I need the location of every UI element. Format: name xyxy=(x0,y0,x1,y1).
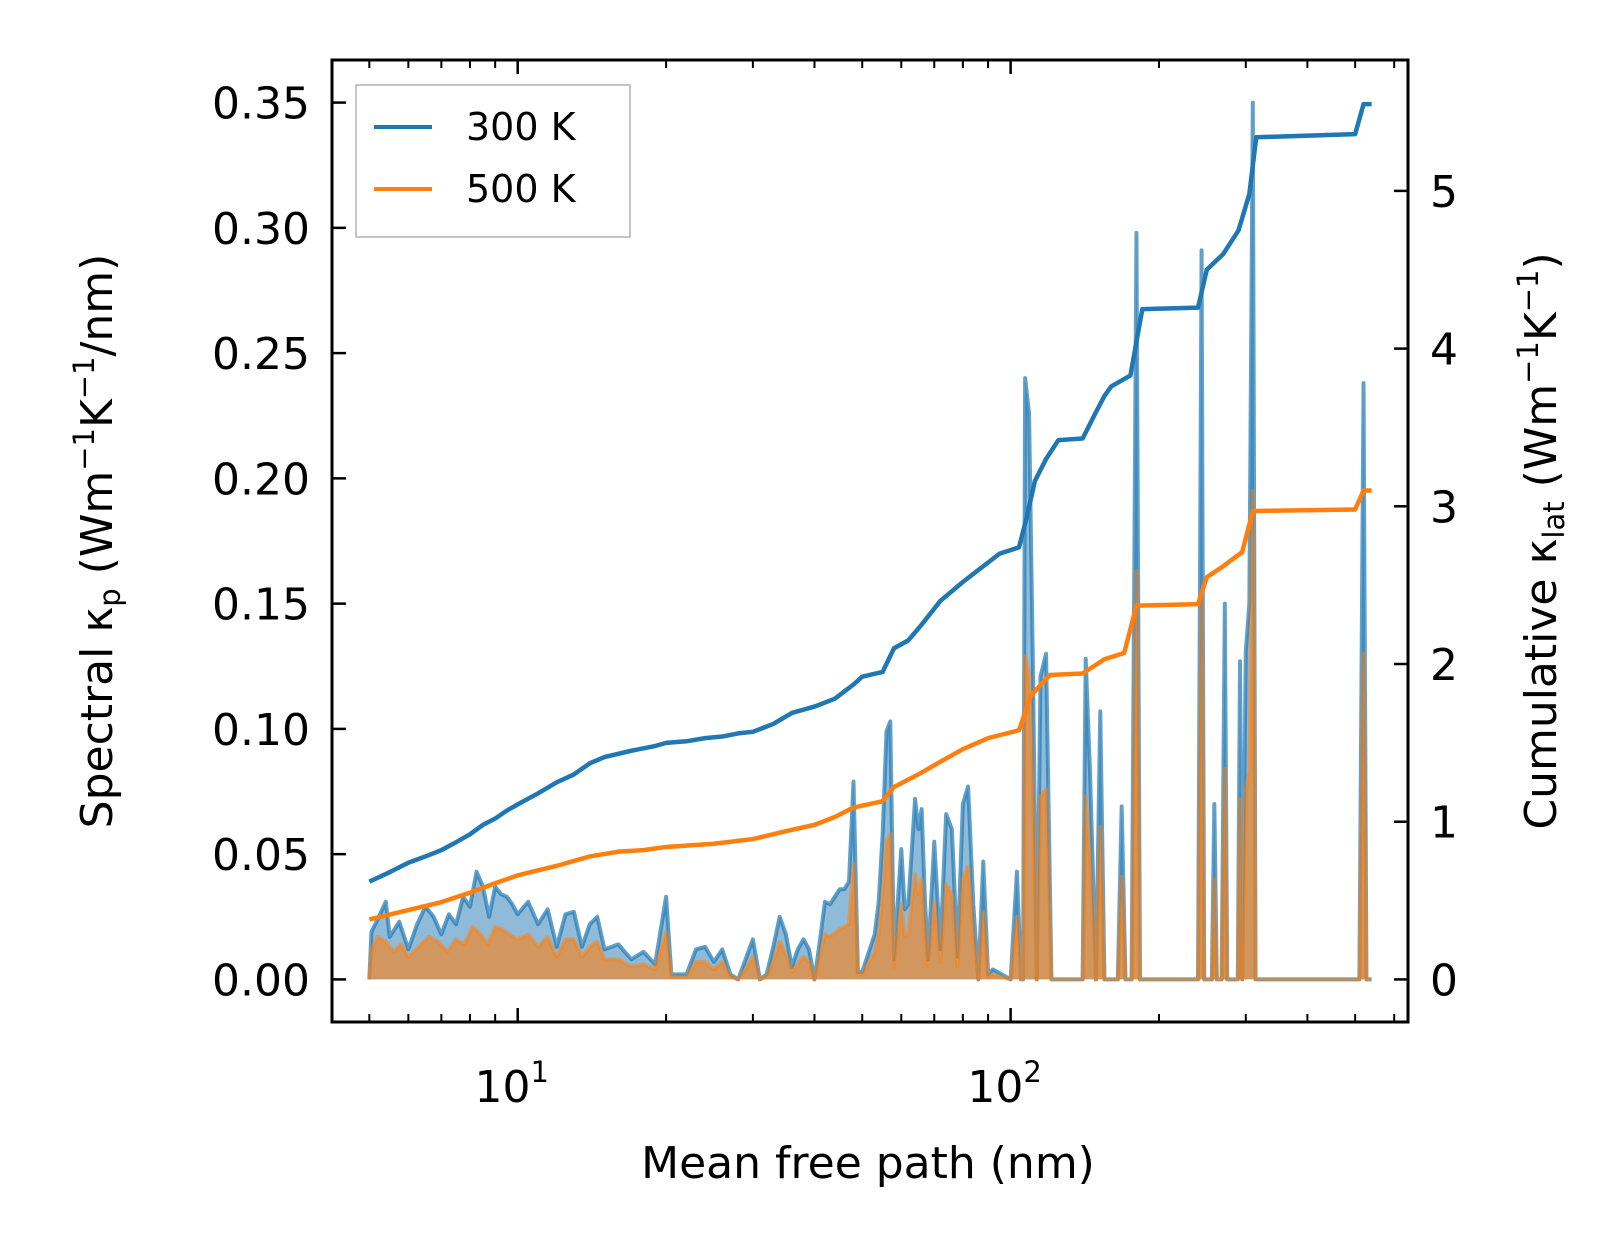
plot-frame xyxy=(330,58,1410,1024)
cumulative-line-300k xyxy=(368,101,1372,884)
y-right-tick-label: 1 xyxy=(1430,798,1458,849)
y-axis-label-left: Spectral κp (Wm−1K−1/nm) xyxy=(67,254,127,829)
y-left-tick-label: 0.20 xyxy=(212,454,310,505)
axis-ticks: 0.00 0.05 0.10 0.15 0.20 0.25 0.30 0.35 0 1 2 3 4 5 10… xyxy=(212,60,1458,1113)
y-left-tick-label: 0.00 xyxy=(212,955,310,1006)
x-tick-label: 102 xyxy=(967,1055,1041,1113)
legend: 300 K 500 K xyxy=(355,84,631,238)
y-left-tick-label: 0.10 xyxy=(212,705,310,756)
x-axis-label: Mean free path (nm) xyxy=(641,1138,1095,1189)
y-right-tick-label: 3 xyxy=(1430,482,1458,533)
y-right-tick-label: 5 xyxy=(1430,167,1458,218)
y-left-tick-label: 0.35 xyxy=(212,79,310,130)
y-right-tick-label: 4 xyxy=(1430,325,1458,376)
y-right-tick-label: 0 xyxy=(1430,955,1458,1006)
y-left-tick-label: 0.05 xyxy=(212,830,310,881)
y-left-tick-label: 0.30 xyxy=(212,204,310,255)
y-right-tick-label: 2 xyxy=(1430,640,1458,691)
legend-label-500k: 500 K xyxy=(466,167,577,211)
cumulative-lines-layer xyxy=(368,101,1372,922)
spectral-fill-layer xyxy=(367,100,1372,982)
y-left-tick-label: 0.15 xyxy=(212,580,310,631)
legend-box xyxy=(355,84,631,238)
cumulative-line-500k xyxy=(368,488,1372,922)
y-axis-label-right: Cumulative κlat (Wm−1K−1) xyxy=(1511,252,1571,829)
legend-label-300k: 300 K xyxy=(466,105,577,149)
y-left-tick-label: 0.25 xyxy=(212,329,310,380)
spectral-line-500k xyxy=(367,488,1372,982)
x-tick-label: 101 xyxy=(474,1055,548,1113)
